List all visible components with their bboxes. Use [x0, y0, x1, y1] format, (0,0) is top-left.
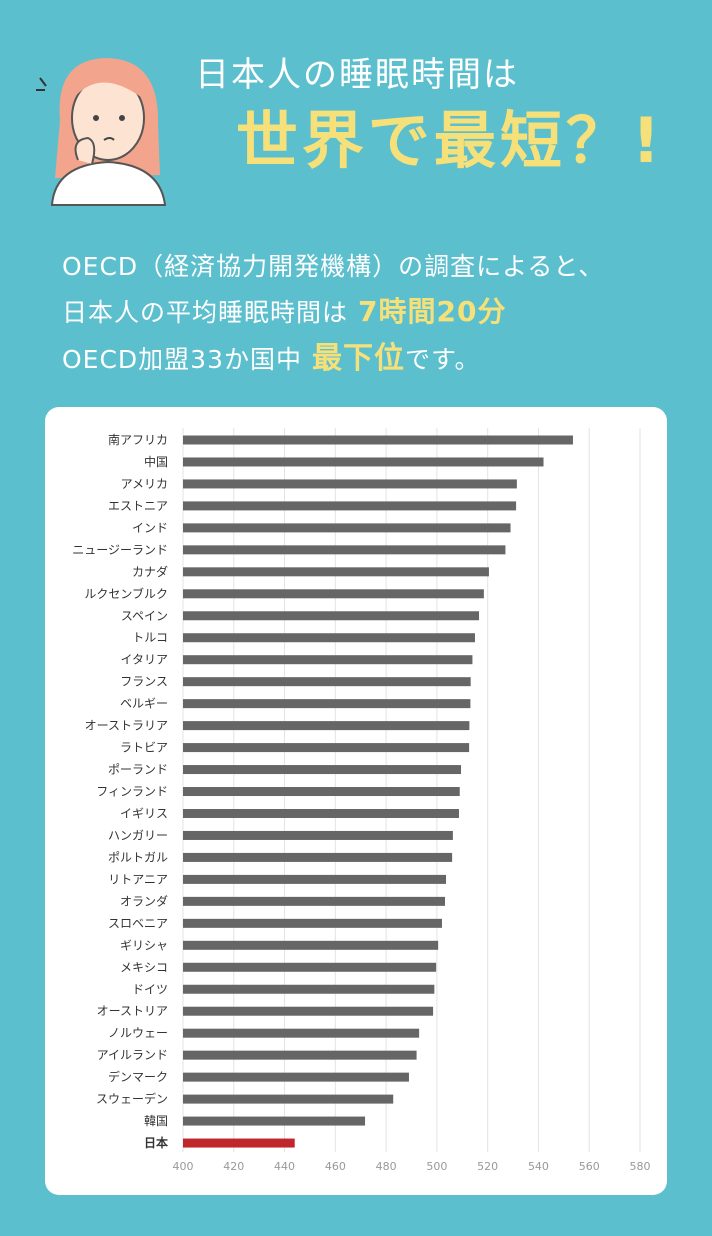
- bar: [183, 435, 573, 445]
- y-tick-label: オーストリア: [97, 1004, 168, 1018]
- intro-text: OECD加盟33か国中: [62, 345, 302, 374]
- bar: [183, 633, 475, 643]
- y-tick-label: アイルランド: [97, 1048, 168, 1062]
- intro-text: 日本人の平均睡眠時間は: [62, 298, 348, 327]
- x-tick-label: 560: [579, 1160, 600, 1173]
- headline: 世界で最短？!: [236, 104, 664, 177]
- bar: [183, 611, 480, 621]
- y-tick-label: オランダ: [120, 893, 168, 908]
- y-tick-label: メキシコ: [120, 960, 168, 974]
- x-tick-label: 580: [630, 1160, 651, 1173]
- bar: [183, 589, 484, 599]
- y-tick-label: オーストラリア: [85, 719, 168, 733]
- x-tick-label: 420: [223, 1160, 244, 1173]
- x-tick-label: 480: [376, 1160, 397, 1173]
- y-tick-label: カナダ: [132, 564, 168, 579]
- y-tick-label: デンマーク: [108, 1069, 168, 1084]
- y-tick-label: ベルギー: [120, 697, 168, 711]
- x-tick-label: 400: [173, 1160, 194, 1173]
- y-tick-label: 中国: [144, 454, 168, 469]
- y-tick-label: ドイツ: [132, 982, 168, 996]
- y-tick-label: 南アフリカ: [108, 432, 168, 447]
- illustration: [36, 58, 167, 206]
- x-tick-label: 440: [274, 1160, 295, 1173]
- chart: 400 420 440 460 480 500 520 540 560 580 南アフリカ中国アメリ…: [72, 428, 651, 1173]
- y-tick-label: ポーランド: [108, 763, 168, 777]
- bar: [183, 940, 439, 950]
- bar: [183, 765, 462, 775]
- chart-card: [45, 407, 667, 1195]
- bar: [183, 962, 437, 972]
- intro-line: OECD加盟33か国中 最下位です。: [62, 341, 481, 376]
- bar: [183, 852, 453, 862]
- y-tick-label: 韓国: [144, 1114, 168, 1128]
- y-tick-label: スペイン: [121, 609, 168, 623]
- intro-highlight: 7時間20分: [358, 295, 506, 328]
- y-tick-label: イタリア: [120, 653, 168, 667]
- y-tick-label: ギリシャ: [120, 938, 168, 952]
- y-tick-label: フランス: [120, 675, 168, 689]
- y-tick-label: リトアニア: [108, 872, 168, 886]
- bar: [183, 918, 442, 928]
- bar: [183, 1094, 394, 1104]
- bar: [183, 1138, 295, 1148]
- bar: [183, 501, 517, 511]
- bar: [183, 1116, 366, 1126]
- intro-text: です。: [405, 345, 481, 374]
- bar: [183, 699, 471, 709]
- bar: [183, 874, 447, 884]
- bar: [183, 984, 435, 994]
- y-tick-label: ラトビア: [120, 741, 168, 755]
- bar: [183, 787, 460, 797]
- intro-line: OECD（経済協力開発機構）の調査によると、: [62, 252, 604, 281]
- y-tick-label: トルコ: [132, 631, 168, 645]
- bar: [183, 1006, 434, 1016]
- x-tick-label: 500: [426, 1160, 447, 1173]
- bar: [183, 1028, 420, 1038]
- y-tick-label: フィンランド: [96, 785, 168, 799]
- y-tick-label: アメリカ: [121, 477, 168, 491]
- bar: [183, 655, 473, 665]
- y-tick-label: ニュージーランド: [72, 543, 168, 557]
- y-tick-label: インド: [132, 521, 168, 535]
- x-tick-label: 540: [528, 1160, 549, 1173]
- intro-line: 日本人の平均睡眠時間は 7時間20分: [62, 295, 506, 328]
- x-tick-label: 460: [325, 1160, 346, 1173]
- y-tick-label: ハンガリー: [108, 828, 168, 842]
- y-tick-label: スウェーデン: [96, 1091, 168, 1106]
- bar: [183, 523, 511, 533]
- y-tick-label: スロベニア: [108, 916, 168, 930]
- bar: [183, 721, 470, 731]
- bar: [183, 743, 470, 753]
- intro-highlight: 最下位: [312, 341, 405, 376]
- y-tick-label: ポルトガル: [108, 850, 168, 864]
- bar: [183, 567, 489, 577]
- y-tick-label: 日本: [144, 1135, 168, 1150]
- y-tick-label: エストニア: [108, 499, 168, 513]
- title: 日本人の睡眠時間は: [195, 55, 519, 95]
- bar: [183, 1050, 417, 1060]
- bar: [183, 677, 471, 687]
- y-tick-label: ルクセンブルク: [84, 586, 168, 601]
- bar: [183, 479, 517, 489]
- y-tick-label: ノルウェー: [108, 1026, 168, 1040]
- x-tick-label: 520: [477, 1160, 498, 1173]
- bar: [183, 457, 544, 467]
- bar: [183, 545, 506, 555]
- bar: [183, 1072, 409, 1082]
- bar: [183, 830, 453, 840]
- bar: [183, 808, 459, 818]
- y-tick-label: イギリス: [120, 806, 168, 820]
- bar: [183, 896, 446, 906]
